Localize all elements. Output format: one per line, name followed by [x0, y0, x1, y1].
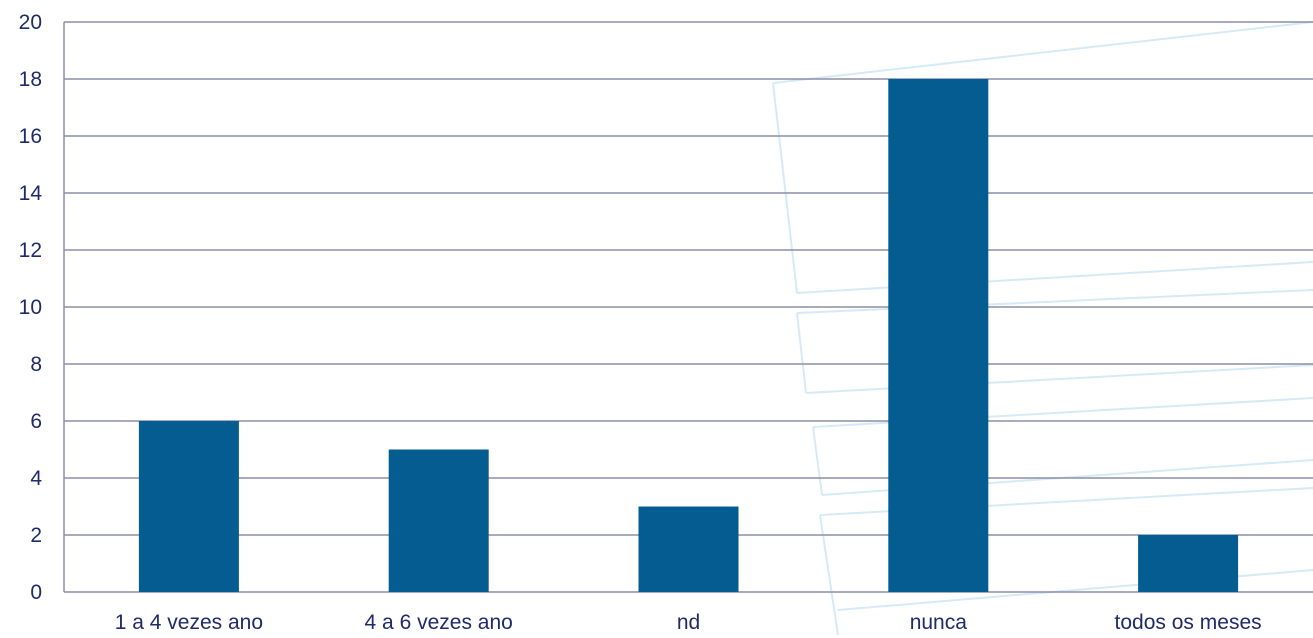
x-category-label: nd	[677, 611, 700, 634]
y-tick-label: 14	[19, 182, 43, 205]
bar	[388, 449, 489, 592]
bar	[1138, 535, 1239, 592]
watermark-line	[796, 289, 1313, 314]
watermark-line	[819, 514, 839, 636]
watermark-line	[796, 261, 1313, 294]
y-tick-label: 0	[30, 581, 42, 604]
y-axis-tick-labels: 0 2 4 6 8 10 12 14 16 18 20	[19, 11, 43, 604]
y-tick-label: 8	[30, 353, 42, 376]
x-category-label: todos os meses	[1115, 611, 1262, 634]
bar	[638, 506, 739, 592]
watermark-line	[805, 364, 1313, 394]
x-axis-category-labels: 1 a 4 vezes ano 4 a 6 vezes ano nd nunca tod…	[115, 611, 1262, 634]
watermark-line	[812, 426, 823, 496]
x-category-label: 1 a 4 vezes ano	[115, 611, 263, 634]
y-tick-label: 20	[19, 11, 42, 34]
watermark-line	[772, 82, 798, 294]
x-category-label: 4 a 6 vezes ano	[365, 611, 513, 634]
y-tick-label: 6	[30, 410, 42, 433]
x-category-label: nunca	[910, 611, 968, 634]
bar	[888, 79, 989, 592]
bar	[138, 421, 239, 592]
y-tick-label: 12	[19, 239, 42, 262]
y-tick-label: 2	[30, 524, 42, 547]
watermark-line	[772, 21, 1313, 84]
y-tick-label: 4	[30, 467, 42, 490]
bars	[138, 79, 1239, 592]
y-tick-label: 10	[19, 296, 42, 319]
watermark-line	[796, 312, 807, 394]
y-tick-label: 18	[19, 68, 42, 91]
watermark-line	[812, 397, 1313, 428]
y-tick-label: 16	[19, 125, 42, 148]
